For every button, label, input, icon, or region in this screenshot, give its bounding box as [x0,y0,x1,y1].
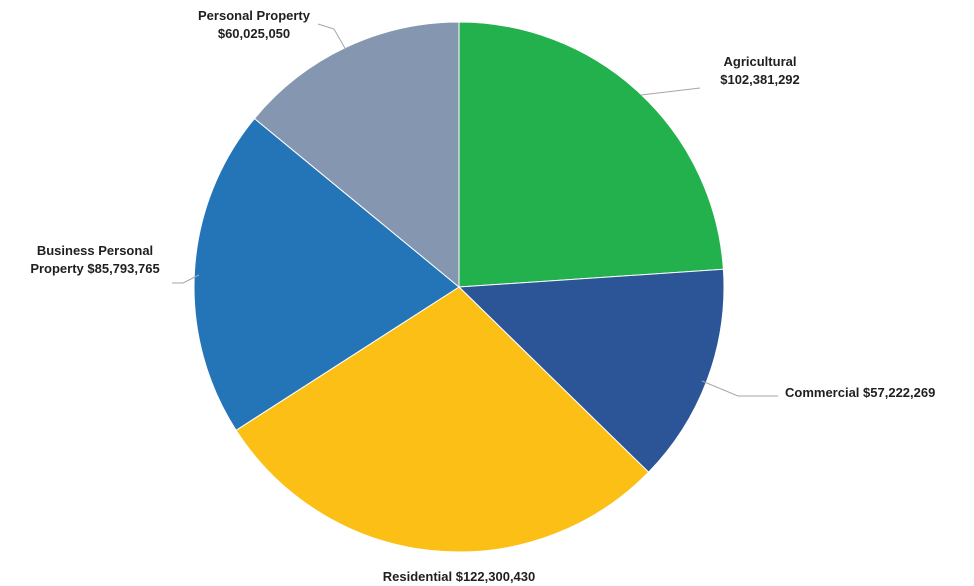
leader-line-3 [172,274,200,284]
slices-layer [193,21,725,553]
leader-line-4 [317,23,347,51]
pie-slice-4 [253,21,460,289]
slice-label-line1-3: Business Personal [37,243,153,258]
pie-slice-0 [458,21,724,288]
slice-label-0: Agricultural $102,381,292 [720,54,800,87]
leader-line-0 [640,87,701,96]
slice-label-line1-1: Commercial $57,222,269 [785,385,935,400]
slice-label-3: Business Personal Property $85,793,765 [30,243,159,276]
slice-label-1: Commercial $57,222,269 [785,385,935,400]
slice-label-4: Personal Property $60,025,050 [198,8,311,41]
slice-label-line2-4: $60,025,050 [218,26,290,41]
pie-slice-3 [193,117,460,431]
slice-label-line1-0: Agricultural [724,54,797,69]
slice-label-line1-4: Personal Property [198,8,311,23]
pie-slice-1 [457,268,725,473]
pie-slice-2 [235,286,650,553]
labels-layer: Agricultural $102,381,292 Commercial $57,2… [30,8,935,584]
slice-label-line2-0: $102,381,292 [720,72,800,87]
slice-label-line1-2: Residential $122,300,430 [383,569,536,584]
slice-label-line2-3: Property $85,793,765 [30,261,159,276]
leader-line-1 [701,380,778,397]
slice-label-2: Residential $122,300,430 [383,569,536,584]
leader-lines-layer [172,23,778,397]
